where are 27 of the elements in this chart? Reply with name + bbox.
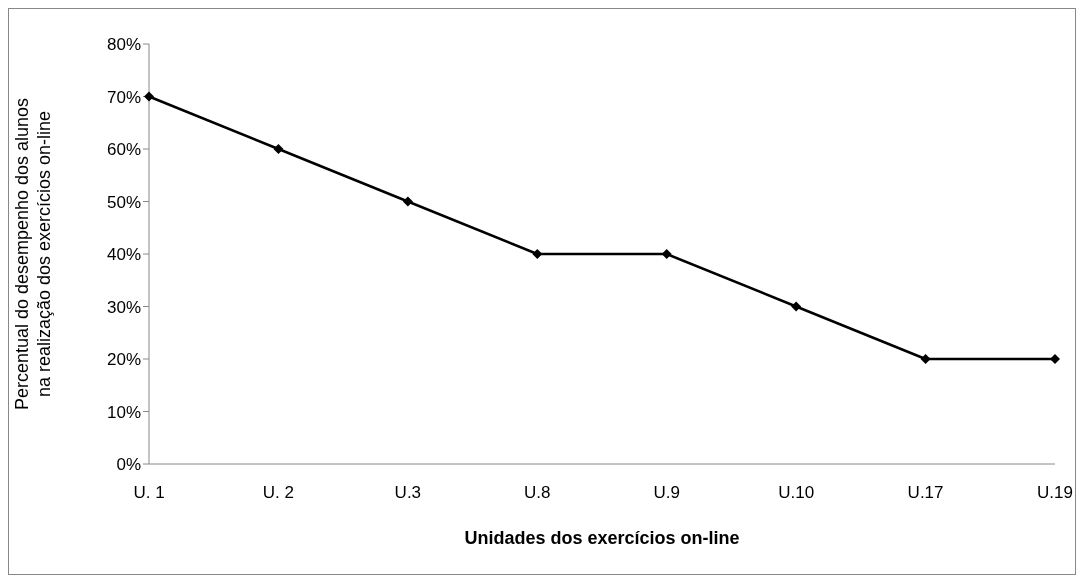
point (661, 249, 672, 259)
point (273, 144, 284, 154)
y-axis-title: Percentual do desempenho dos alunos na realização dos exercícios on-line (12, 97, 54, 411)
point (791, 301, 802, 312)
y-tick-label: 40% (106, 245, 141, 265)
x-tick-label: U.19 (1037, 483, 1073, 503)
x-tick-label: U.3 (394, 483, 422, 503)
x-tick-label: U.17 (907, 483, 944, 503)
y-tick-label: 0% (116, 455, 141, 475)
y-tick-label: 10% (106, 402, 141, 422)
y-tick-label: 20% (106, 350, 141, 370)
point (144, 91, 154, 102)
x-axis-title: Unidades dos exercícios on-line (464, 528, 740, 548)
point (920, 354, 931, 364)
point (532, 249, 543, 259)
x-tick-label: U. 2 (262, 483, 295, 503)
y-tick-label: 60% (106, 140, 141, 160)
point (1050, 354, 1060, 364)
x-tick-label: U.10 (778, 483, 815, 503)
y-tick-label: 70% (106, 87, 141, 107)
y-tick-label: 30% (106, 297, 141, 317)
y-tick-label: 80% (106, 35, 141, 55)
x-tick-label: U. 1 (133, 483, 165, 503)
x-tick-label: U.8 (524, 483, 551, 503)
x-tick-label: U.9 (653, 483, 680, 503)
point (402, 196, 413, 207)
y-tick-label: 50% (106, 192, 141, 212)
